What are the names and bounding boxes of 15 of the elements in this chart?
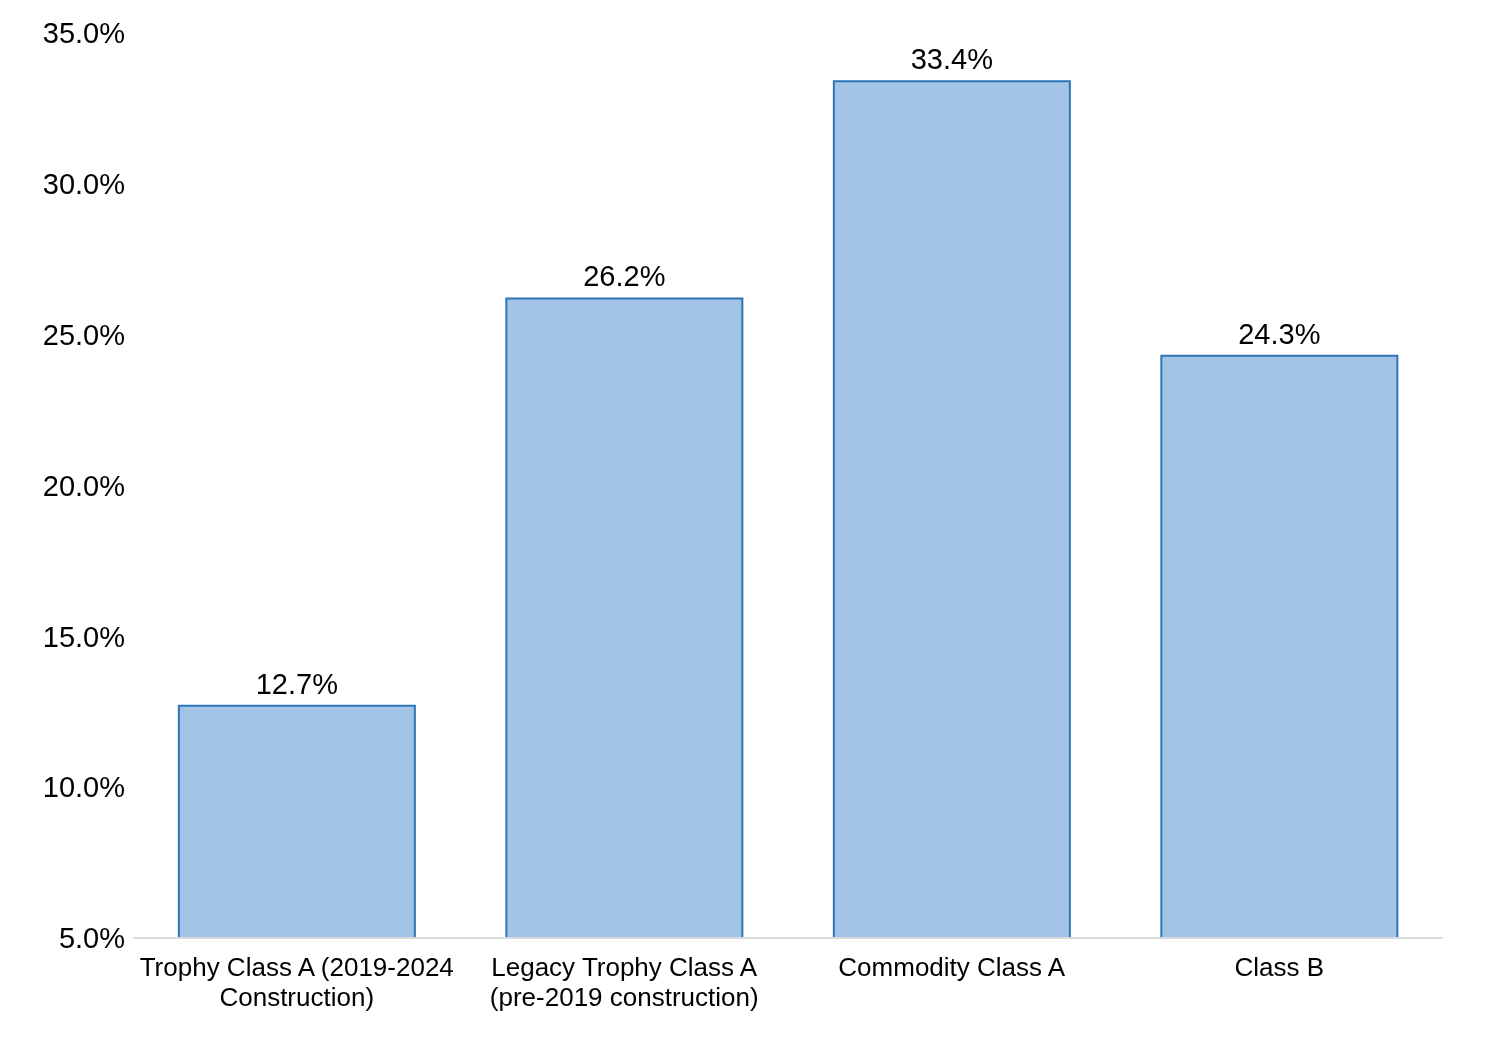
y-tick-label: 5.0% (58, 922, 125, 955)
x-tick-label: Trophy Class A (2019-2024 Construction) (139, 952, 454, 1012)
y-tick-label: 15.0% (42, 620, 125, 653)
y-tick-label: 25.0% (42, 318, 125, 351)
data-label: 12.7% (255, 667, 338, 700)
y-tick-label: 35.0% (42, 17, 125, 50)
y-tick-label: 10.0% (42, 771, 125, 804)
data-label: 33.4% (910, 43, 993, 76)
x-tick-label: Commodity Class A (838, 952, 1066, 982)
data-label: 24.3% (1238, 317, 1321, 350)
y-tick-label: 30.0% (42, 168, 125, 201)
x-tick-label: Legacy Trophy Class A (pre-2019 construction) (489, 952, 759, 1012)
y-tick-label: 20.0% (42, 469, 125, 502)
x-tick-label: Class B (1234, 952, 1325, 982)
data-label: 26.2% (583, 260, 666, 293)
